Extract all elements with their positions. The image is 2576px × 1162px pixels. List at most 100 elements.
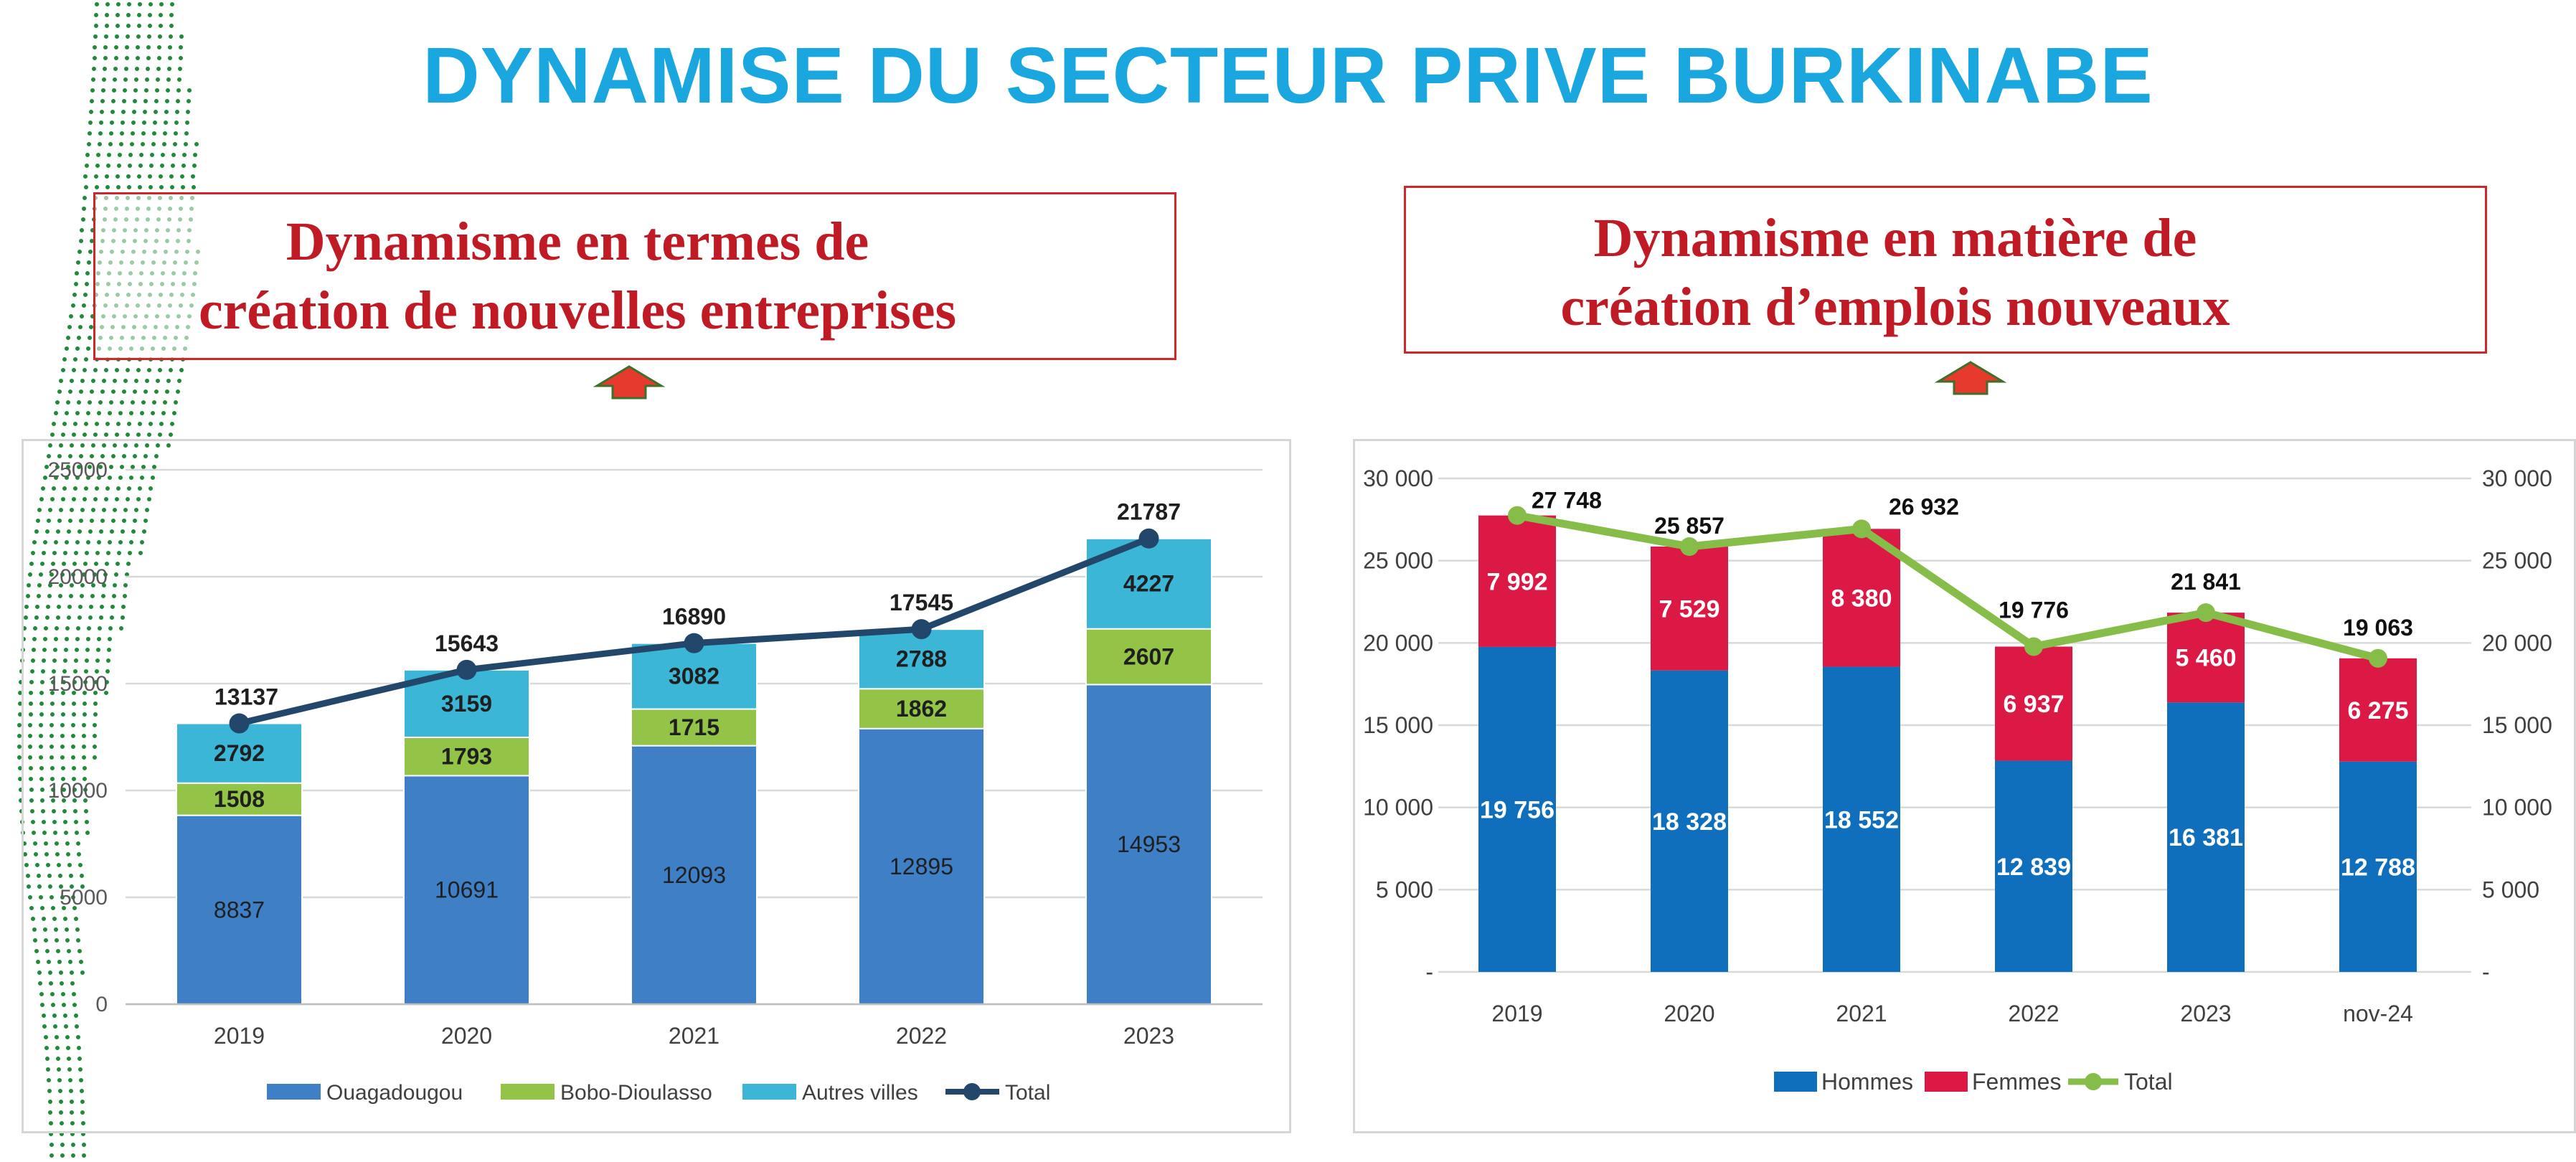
left-section-heading: Dynamisme en termes de création de nouve…: [93, 192, 1176, 360]
bar-segment-femmes: [1651, 547, 1728, 671]
total-label: 13137: [214, 684, 278, 710]
legend-label: Hommes: [1821, 1069, 1913, 1095]
data-label: 6 275: [2347, 697, 2408, 724]
data-label: 2788: [896, 646, 947, 672]
total-label: 17545: [890, 590, 953, 615]
bar-segment-femmes: [1823, 529, 1900, 667]
data-label: 18 328: [1652, 808, 1727, 836]
data-label: 3082: [669, 663, 720, 689]
y-tick-label: 0: [95, 993, 108, 1016]
x-tick-label: 2023: [2180, 1001, 2231, 1026]
x-tick-label: 2020: [441, 1023, 492, 1049]
secondary-y-tick-label: -: [2482, 959, 2490, 985]
y-tick-label: 30 000: [1363, 466, 1433, 491]
data-label: 5 460: [2175, 645, 2236, 672]
y-tick-label: 5 000: [1376, 877, 1433, 902]
y-tick-label: 20000: [48, 565, 108, 589]
data-label: 7 992: [1486, 568, 1547, 595]
x-tick-label: 2021: [1836, 1001, 1887, 1026]
data-label: 19 756: [1480, 796, 1554, 823]
total-point: [1138, 528, 1159, 549]
right-section-heading: Dynamisme en matière de création d’emplo…: [1404, 186, 2487, 354]
x-tick-label: 2019: [214, 1023, 265, 1049]
secondary-y-tick-label: 10 000: [2482, 795, 2552, 821]
data-label: 18 552: [1824, 806, 1899, 833]
x-tick-label: 2021: [669, 1023, 720, 1049]
bar-segment-femmes: [1995, 646, 2072, 761]
data-label: 1508: [214, 786, 265, 812]
total-label: 21 841: [2171, 569, 2241, 595]
bar-segment-hommes: [1995, 760, 2072, 972]
bar-segment-hommes: [1651, 670, 1728, 972]
legend-label: Ouagadougou: [326, 1081, 463, 1105]
right-heading-line-1: Dynamisme en matière de: [1593, 208, 2197, 268]
right-heading-line-2: création d’emplois nouveaux: [1560, 277, 2230, 337]
total-label: 15643: [435, 630, 499, 656]
secondary-y-tick-label: 30 000: [2482, 466, 2552, 491]
secondary-y-tick-label: 5 000: [2482, 877, 2539, 902]
bar-segment-hommes: [2167, 702, 2245, 972]
total-point: [2369, 648, 2387, 668]
total-label: 26 932: [1889, 493, 1959, 519]
data-label: 1793: [441, 744, 492, 770]
data-label: 12895: [890, 854, 953, 879]
bar-segment-hommes: [1478, 646, 1556, 972]
y-tick-label: 5000: [60, 886, 108, 910]
data-label: 12093: [662, 862, 726, 888]
data-label: 1862: [896, 696, 947, 722]
bar-segment-bobo-dioulasso: [176, 782, 303, 816]
data-label: 8 380: [1831, 585, 1892, 612]
x-tick-label: 2022: [896, 1023, 947, 1049]
data-label: 7 529: [1659, 595, 1719, 623]
data-label: 2607: [1123, 644, 1174, 670]
data-label: 8837: [214, 897, 265, 922]
data-label: 1715: [669, 714, 720, 740]
y-tick-label: 25 000: [1363, 548, 1433, 574]
secondary-y-tick-label: 20 000: [2482, 630, 2552, 656]
bar-segment-femmes: [2339, 658, 2417, 762]
y-tick-label: 25000: [48, 458, 108, 482]
total-label: 25 857: [1654, 513, 1725, 539]
bar-segment-ouagadougou: [1085, 684, 1212, 1005]
bar-segment-femmes: [1478, 515, 1556, 647]
total-point: [229, 713, 250, 734]
y-tick-label: 20 000: [1363, 630, 1433, 656]
bar-segment-femmes: [2167, 613, 2245, 703]
legend-label: Autres villes: [802, 1081, 918, 1105]
total-point: [1680, 537, 1699, 557]
total-point: [2197, 603, 2215, 623]
total-point: [911, 619, 932, 640]
secondary-y-tick-label: 25 000: [2482, 548, 2552, 574]
total-point: [2024, 637, 2043, 656]
data-label: 10691: [435, 877, 499, 903]
data-label: 4227: [1123, 571, 1174, 597]
total-point: [1852, 519, 1871, 539]
data-label: 3159: [441, 691, 492, 717]
y-tick-label: 15000: [48, 672, 108, 696]
bar-segment-bobo-dioulasso: [403, 736, 530, 777]
legend-swatch: [267, 1084, 321, 1100]
legend-marker: [2085, 1073, 2102, 1090]
x-tick-label: 2023: [1123, 1023, 1174, 1049]
legend-label: Femmes: [1972, 1069, 2061, 1095]
legend-swatch: [1925, 1072, 1968, 1092]
bar-segment-autres-villes: [631, 642, 758, 710]
y-tick-label: -: [1425, 959, 1433, 985]
legend-swatch: [742, 1084, 796, 1100]
legend-label: Total: [2124, 1069, 2173, 1095]
total-label: 16890: [662, 604, 726, 630]
bar-segment-ouagadougou: [631, 745, 758, 1005]
data-label: 6 937: [2003, 691, 2064, 718]
total-label: 19 063: [2343, 615, 2413, 641]
legend-marker: [963, 1083, 981, 1100]
x-tick-label: 2020: [1664, 1001, 1714, 1026]
total-label: 27 748: [1532, 488, 1602, 514]
total-point: [456, 659, 477, 680]
data-label: 12 788: [2341, 854, 2415, 881]
legend-swatch: [1774, 1072, 1817, 1092]
left-heading-line-2: création de nouvelles entreprises: [198, 280, 957, 341]
data-label: 12 839: [1996, 854, 2071, 881]
bar-segment-bobo-dioulasso: [631, 708, 758, 747]
